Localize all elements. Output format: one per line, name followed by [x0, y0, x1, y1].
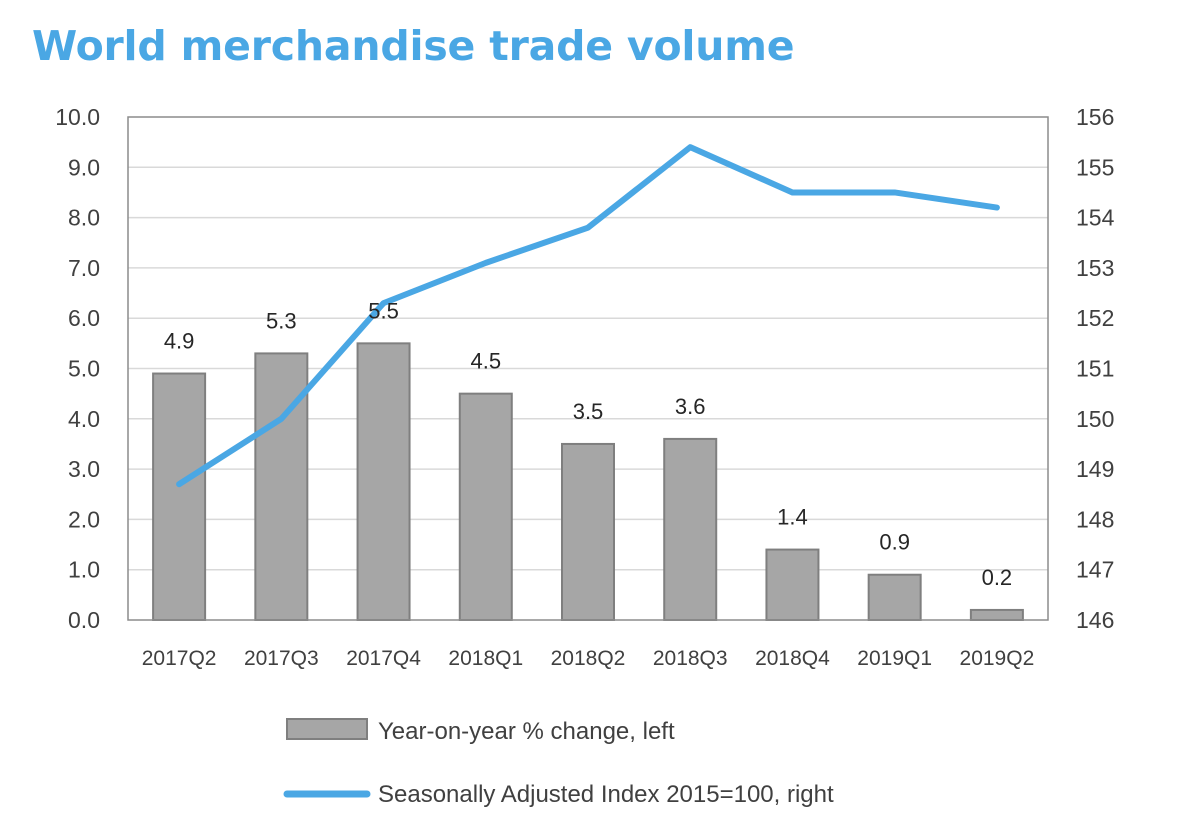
bar — [356, 342, 411, 621]
right-tick-label: 146 — [1076, 607, 1114, 633]
data-label: 1.4 — [777, 505, 808, 530]
chart-title: World merchandise trade volume — [32, 22, 795, 70]
data-label: 3.6 — [675, 394, 706, 419]
category-label: 2017Q4 — [346, 647, 421, 670]
category-axis-ticks: 2017Q2 2017Q3 2017Q4 2018Q1 2018Q2 2018Q3 2018… — [142, 647, 1035, 670]
left-tick-label: 5.0 — [68, 356, 100, 382]
left-tick-label: 3.0 — [68, 456, 100, 482]
right-tick-label: 154 — [1076, 205, 1115, 231]
bar — [765, 548, 820, 622]
category-label: 2018Q1 — [448, 647, 523, 670]
legend-label-line: Seasonally Adjusted Index 2015=100, righ… — [378, 781, 834, 808]
right-tick-label: 149 — [1076, 456, 1114, 482]
right-tick-label: 151 — [1076, 356, 1114, 382]
bar — [561, 442, 615, 622]
left-tick-label: 9.0 — [68, 154, 100, 180]
data-label: 4.9 — [164, 329, 195, 354]
data-label: 3.5 — [573, 399, 604, 424]
right-tick-label: 156 — [1076, 104, 1114, 130]
category-label: 2018Q2 — [551, 647, 626, 670]
bar — [254, 352, 309, 621]
left-tick-label: 4.0 — [68, 406, 100, 432]
data-label: 5.5 — [368, 298, 399, 323]
category-label: 2017Q2 — [142, 647, 217, 670]
data-label: 0.2 — [982, 565, 1013, 590]
right-axis-ticks: 146 147 148 149 150 151 152 153 154 155 156 — [1076, 104, 1115, 633]
category-label: 2017Q3 — [244, 647, 319, 670]
data-label: 5.3 — [266, 308, 297, 333]
right-tick-label: 155 — [1076, 154, 1114, 180]
plot-frame — [127, 116, 1049, 621]
bar-series — [152, 342, 1024, 622]
category-label: 2018Q3 — [653, 647, 728, 670]
category-label: 2018Q4 — [755, 647, 830, 670]
data-labels: 4.9 5.3 5.5 4.5 3.5 3.6 1.4 0.9 0.2 — [164, 298, 1012, 590]
category-label: 2019Q1 — [857, 647, 932, 670]
bar — [969, 608, 1024, 622]
data-label: 0.9 — [879, 530, 910, 555]
right-tick-label: 152 — [1076, 305, 1114, 331]
bar — [663, 437, 718, 622]
left-tick-label: 7.0 — [68, 255, 100, 281]
left-tick-label: 8.0 — [68, 205, 100, 231]
left-tick-label: 2.0 — [68, 506, 100, 532]
right-tick-label: 148 — [1076, 506, 1114, 532]
left-tick-label: 10.0 — [55, 104, 100, 130]
line-series — [176, 144, 1000, 488]
legend-label-bar: Year-on-year % change, left — [378, 718, 675, 745]
bar — [458, 392, 513, 621]
legend: Year-on-year % change, left Seasonally A… — [283, 718, 834, 808]
right-tick-label: 153 — [1076, 255, 1114, 281]
left-tick-label: 1.0 — [68, 557, 100, 583]
right-tick-label: 147 — [1076, 557, 1114, 583]
bar — [152, 372, 207, 621]
legend-swatch-bar — [286, 718, 368, 740]
left-tick-label: 0.0 — [68, 607, 100, 633]
left-tick-label: 6.0 — [68, 305, 100, 331]
data-label: 4.5 — [470, 349, 501, 374]
bar — [867, 573, 922, 621]
category-label: 2019Q2 — [960, 647, 1035, 670]
left-axis-ticks: 0.0 1.0 2.0 3.0 4.0 5.0 6.0 7.0 8.0 9.0 10.0 — [55, 104, 100, 633]
right-tick-label: 150 — [1076, 406, 1114, 432]
